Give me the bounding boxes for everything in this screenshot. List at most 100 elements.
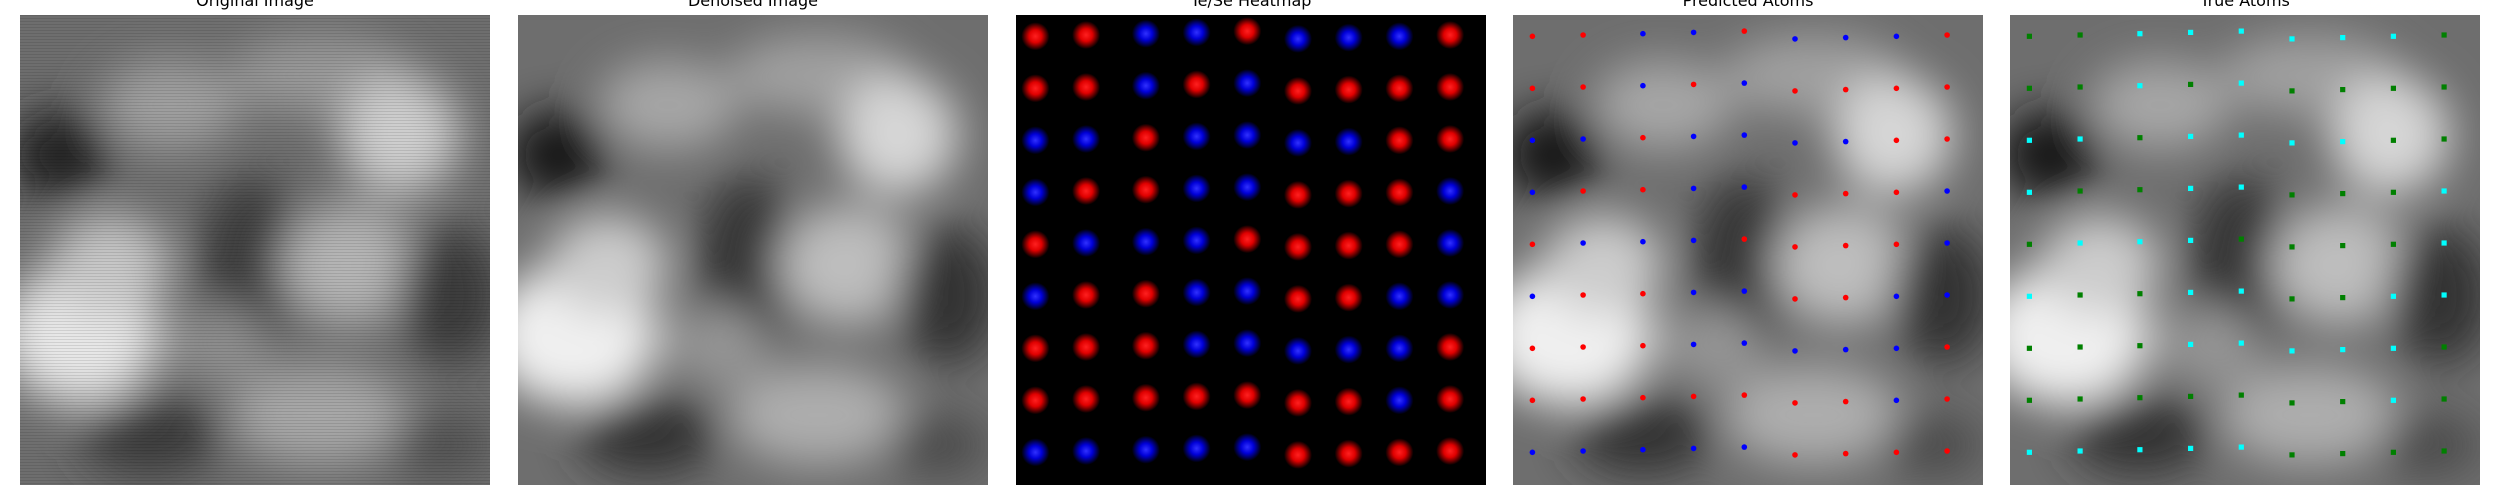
panel-title: Original Image <box>196 0 314 10</box>
true-atom-cyan-marker <box>2238 80 2244 86</box>
predicted-se-atom <box>1529 293 1536 300</box>
te-heatmap-spot <box>1072 281 1101 309</box>
true-atom-cyan-marker <box>2340 139 2346 145</box>
predicted-se-atom <box>1944 292 1950 298</box>
te-heatmap-spot <box>1284 180 1312 209</box>
true-atom-cyan-marker <box>2077 448 2083 454</box>
true-atom-cyan-marker <box>2390 293 2396 299</box>
se-heatmap-spot <box>1182 226 1211 255</box>
te-heatmap-spot <box>1072 73 1101 101</box>
predicted-te-atom <box>1529 397 1536 404</box>
true-atom-green-marker <box>2077 396 2083 402</box>
se-heatmap-spot <box>1436 281 1465 309</box>
true-atom-cyan-marker <box>2137 447 2143 453</box>
predicted-se-atom <box>1741 132 1748 138</box>
te-heatmap-spot <box>1131 175 1160 204</box>
original-image-view <box>20 15 490 485</box>
se-heatmap-spot <box>1385 386 1414 415</box>
true-atoms-view <box>2010 15 2480 485</box>
se-heatmap-spot <box>1182 122 1211 151</box>
panel-original-image: Original Image <box>20 0 490 500</box>
predicted-te-atom <box>1893 449 1900 456</box>
predicted-se-atom <box>1640 446 1646 453</box>
predicted-se-atom <box>1690 133 1697 140</box>
te-heatmap-spot <box>1284 440 1312 469</box>
true-atom-cyan-marker <box>2441 188 2447 194</box>
true-atom-green-marker <box>2390 189 2396 195</box>
se-heatmap-spot <box>1385 22 1414 51</box>
true-atom-green-marker <box>2026 397 2032 403</box>
te-heatmap-spot <box>1385 438 1414 467</box>
true-atom-cyan-marker <box>2188 29 2194 35</box>
predicted-se-atom <box>1842 346 1849 353</box>
te-heatmap-spot <box>1131 331 1160 360</box>
predicted-te-atom <box>1944 344 1950 350</box>
te-heatmap-spot <box>1131 123 1160 152</box>
predicted-se-atom <box>1741 444 1748 450</box>
true-atom-cyan-marker <box>2238 28 2244 34</box>
te-heatmap-spot <box>1436 333 1465 361</box>
true-atom-cyan-marker <box>2289 36 2295 42</box>
te-heatmap-spot <box>1021 334 1050 363</box>
predicted-se-atom <box>1741 288 1748 294</box>
true-atom-green-marker <box>2340 451 2346 457</box>
predicted-te-atom <box>1741 28 1748 34</box>
panel-predicted-atoms: Predicted Atoms <box>1513 0 1983 500</box>
true-atom-cyan-marker <box>2340 347 2346 353</box>
se-heatmap-spot <box>1334 23 1363 52</box>
predicted-te-atom <box>1529 345 1536 352</box>
true-atom-green-marker <box>2340 295 2346 301</box>
se-heatmap-spot <box>1182 174 1211 203</box>
te-heatmap-spot <box>1334 179 1363 208</box>
true-atom-green-marker <box>2137 343 2143 349</box>
true-atom-cyan-marker <box>2137 83 2143 89</box>
true-atom-cyan-marker <box>2026 449 2032 455</box>
predicted-te-atom <box>1580 84 1586 90</box>
te-heatmap-spot <box>1072 333 1101 361</box>
predicted-se-atom <box>1842 138 1849 145</box>
predicted-se-atom <box>1792 36 1798 42</box>
predicted-te-atom <box>1792 452 1798 458</box>
true-atom-cyan-marker <box>2289 348 2295 354</box>
panel-title: Predicted Atoms <box>1682 0 1814 10</box>
true-atom-green-marker <box>2077 32 2083 38</box>
grayscale-texture <box>1513 35 1983 475</box>
true-atom-cyan-marker <box>2238 184 2244 190</box>
true-atom-cyan-marker <box>2026 293 2032 299</box>
se-heatmap-spot <box>1233 329 1262 358</box>
se-heatmap-spot <box>1233 173 1262 202</box>
predicted-te-atom <box>1690 393 1697 400</box>
predicted-se-atom <box>1640 82 1646 89</box>
predicted-te-atom <box>1842 190 1849 197</box>
te-heatmap-spot <box>1131 279 1160 308</box>
predicted-se-atom <box>1690 237 1697 244</box>
predicted-te-atom <box>1792 296 1798 302</box>
true-atom-green-marker <box>2188 393 2194 399</box>
predicted-te-atom <box>1842 242 1849 249</box>
denoised-image-view <box>518 15 988 485</box>
grayscale-texture <box>2010 35 2480 475</box>
te-heatmap-spot <box>1072 177 1101 205</box>
predicted-se-atom <box>1690 445 1697 452</box>
predicted-se-atom <box>1580 240 1586 246</box>
predicted-se-atom <box>1893 397 1900 404</box>
se-heatmap-spot <box>1334 127 1363 156</box>
predicted-te-atom <box>1893 137 1900 144</box>
te-heatmap-spot <box>1233 17 1262 46</box>
predicted-se-atom <box>1690 29 1697 36</box>
te-heatmap-spot <box>1182 70 1211 99</box>
true-atom-green-marker <box>2188 81 2194 87</box>
true-atom-cyan-marker <box>2077 136 2083 142</box>
panel-heatmap: Te/Se Heatmap <box>1016 0 1486 500</box>
true-atom-green-marker <box>2026 241 2032 247</box>
se-heatmap-spot <box>1233 277 1262 306</box>
predicted-te-atom <box>1640 134 1646 141</box>
te-heatmap-spot <box>1436 385 1465 413</box>
true-atom-cyan-marker <box>2441 292 2447 298</box>
predicted-se-atom <box>1741 80 1748 86</box>
predicted-te-atom <box>1640 186 1646 193</box>
predicted-te-atom <box>1690 81 1697 88</box>
true-atom-green-marker <box>2289 88 2295 94</box>
se-heatmap-spot <box>1284 128 1312 157</box>
te-heatmap-spot <box>1072 385 1101 413</box>
